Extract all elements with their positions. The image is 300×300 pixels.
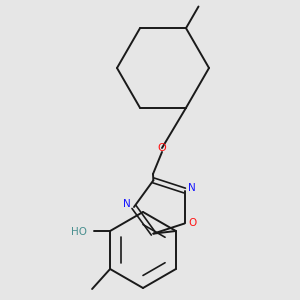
Text: N: N	[188, 182, 196, 193]
Text: N: N	[123, 199, 131, 209]
Text: O: O	[188, 218, 197, 229]
Text: O: O	[158, 143, 166, 153]
Text: HO: HO	[71, 227, 87, 237]
